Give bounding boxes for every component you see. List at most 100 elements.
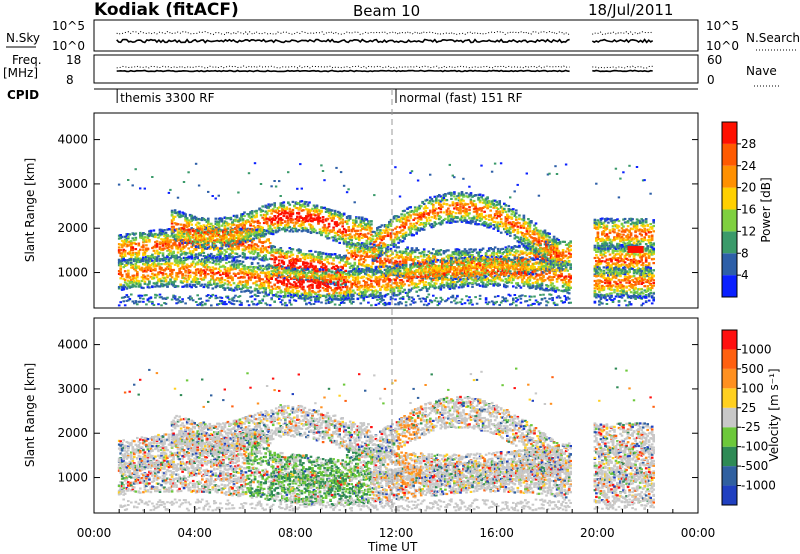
- power-cell: [187, 234, 190, 237]
- power-cell: [268, 209, 272, 212]
- power-cell: [148, 233, 151, 236]
- power-cell: [271, 218, 275, 221]
- nsky-trace: [591, 38, 654, 44]
- power-cell: [333, 212, 337, 215]
- power-cell: [253, 162, 257, 165]
- power-cell: [197, 246, 201, 249]
- power-cell: [364, 218, 367, 221]
- power-cell: [139, 258, 142, 261]
- power-cell: [261, 278, 264, 281]
- power-cell: [187, 219, 190, 222]
- power-cell: [332, 289, 335, 292]
- power-cell: [240, 215, 243, 218]
- power-cell: [385, 272, 388, 275]
- power-cell: [294, 258, 298, 261]
- power-cell: [332, 236, 335, 239]
- power-cell: [131, 237, 135, 240]
- power-cell: [199, 234, 202, 237]
- power-cell: [131, 300, 135, 303]
- power-cell: [373, 259, 376, 262]
- power-cell: [163, 302, 166, 304]
- power-cell: [376, 277, 379, 280]
- power-cell: [143, 294, 147, 297]
- power-cell: [332, 226, 335, 229]
- power-cell: [284, 270, 287, 273]
- power-cell: [336, 223, 340, 226]
- power-cell: [345, 260, 349, 263]
- power-cell: [382, 279, 385, 282]
- power-cell: [179, 236, 183, 239]
- power-cell: [119, 267, 122, 270]
- power-cell: [130, 258, 133, 261]
- power-cell: [268, 264, 272, 267]
- power-cell: [201, 278, 204, 281]
- power-cell: [208, 247, 212, 250]
- power-cell: [146, 299, 150, 302]
- power-cell: [339, 171, 343, 174]
- power-cell: [191, 229, 195, 233]
- power-cell: [362, 288, 366, 291]
- power-cell: [204, 257, 207, 260]
- power-cell: [299, 216, 302, 219]
- power-cell: [179, 227, 183, 230]
- power-cell: [306, 280, 310, 283]
- power-cell: [282, 228, 286, 231]
- power-cell: [202, 278, 206, 281]
- power-cell: [379, 232, 382, 235]
- power-cell: [276, 285, 280, 289]
- power-cell: [385, 224, 388, 227]
- power-cell: [219, 219, 222, 222]
- power-cell: [268, 245, 272, 248]
- power-cell: [297, 290, 301, 293]
- power-cell: [188, 283, 192, 286]
- power-cell: [293, 294, 296, 297]
- power-cell: [330, 298, 334, 301]
- power-cell: [214, 272, 218, 275]
- power-cell: [190, 240, 193, 243]
- power-cell: [255, 237, 258, 240]
- power-cell: [119, 261, 122, 265]
- power-cell: [187, 278, 190, 281]
- power-cell: [190, 255, 193, 258]
- power-cell: [305, 227, 308, 230]
- power-cell: [270, 220, 273, 224]
- power-cell: [247, 276, 251, 279]
- power-cell: [324, 284, 328, 287]
- power-cell: [281, 265, 284, 268]
- power-cell: [300, 254, 304, 257]
- power-cell: [214, 283, 218, 286]
- power-cell: [258, 274, 261, 277]
- power-cell: [201, 258, 204, 261]
- power-cell: [142, 259, 145, 263]
- power-cell: [253, 231, 257, 234]
- power-cell: [300, 230, 304, 233]
- power-cell: [291, 227, 295, 230]
- power-cell: [342, 227, 346, 231]
- power-cell: [140, 236, 144, 239]
- power-cell: [326, 275, 329, 278]
- power-cell: [296, 293, 299, 296]
- power-cell: [164, 241, 168, 244]
- power-cell: [312, 204, 316, 207]
- power-cell: [158, 293, 162, 296]
- power-cell: [214, 217, 218, 220]
- power-cell: [210, 222, 213, 225]
- power-cell: [148, 234, 151, 237]
- power-cell: [338, 274, 341, 277]
- power-cell: [284, 220, 287, 223]
- power-cell: [350, 244, 353, 247]
- power-cell: [352, 282, 355, 286]
- power-cell: [125, 239, 129, 242]
- power-cell: [341, 296, 344, 299]
- power-cell: [345, 216, 349, 219]
- power-cell: [293, 269, 296, 272]
- power-cell: [152, 274, 156, 277]
- power-cell: [146, 268, 150, 272]
- power-cell: [164, 297, 168, 300]
- power-cell: [201, 238, 204, 241]
- power-cell: [210, 235, 213, 238]
- power-cell: [376, 298, 379, 301]
- power-cell: [271, 266, 275, 269]
- power-cell: [278, 206, 281, 209]
- power-cell: [145, 240, 148, 243]
